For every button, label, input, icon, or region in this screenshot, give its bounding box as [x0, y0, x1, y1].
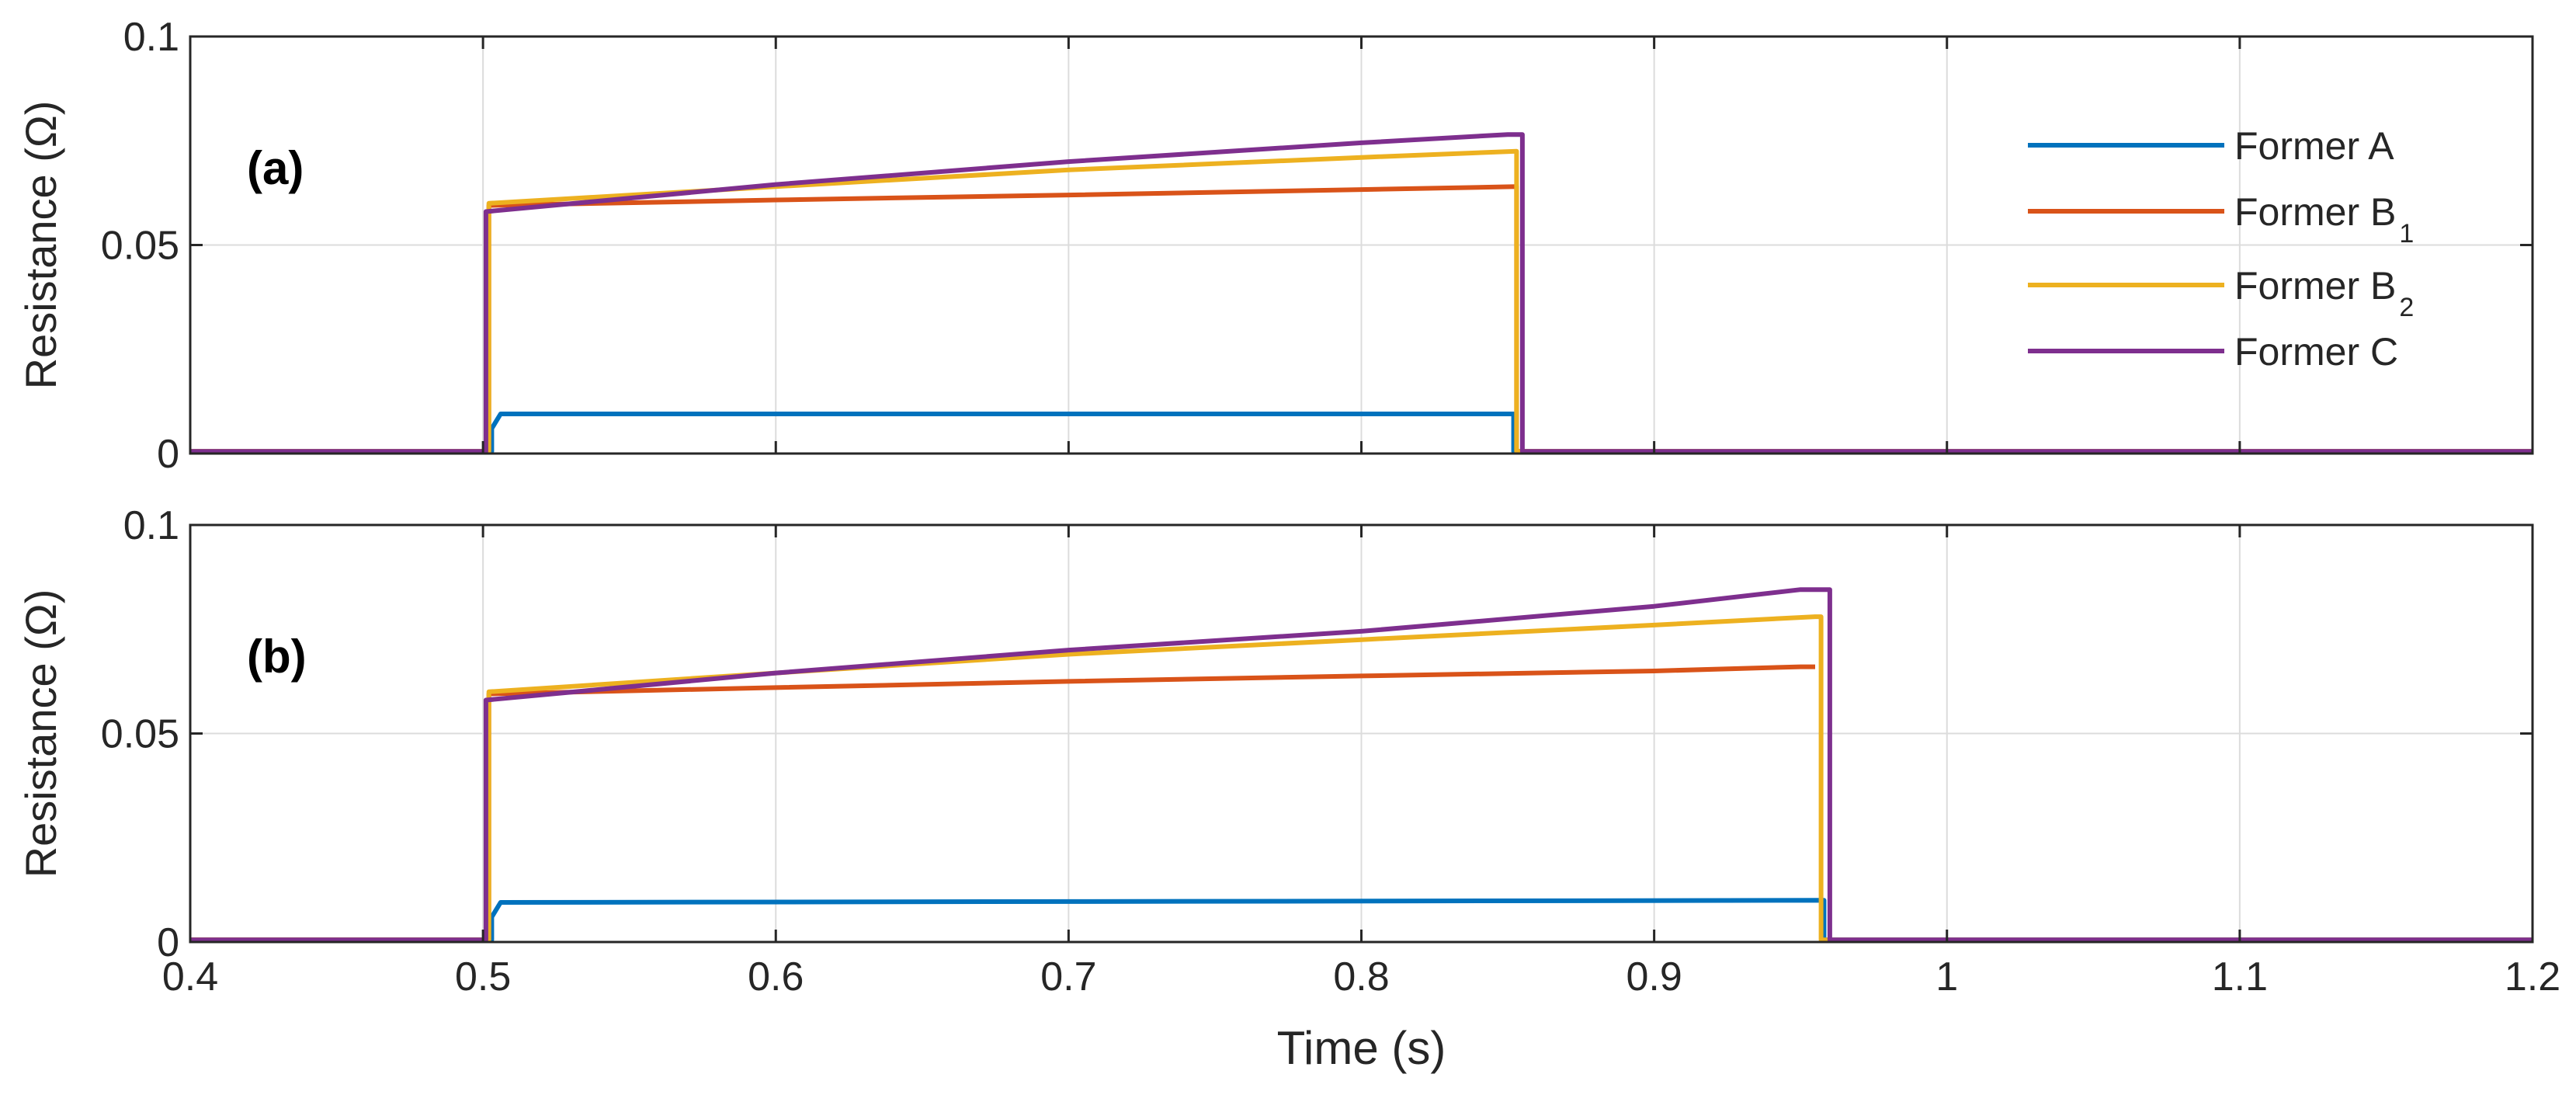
panel-b: 0.4 0.5 0.6 0.7 0.8 0.9 1 1.1 1.2 0 0.05 0.1 (b) Re… [16, 503, 2560, 1074]
x-tick-label: 0.6 [748, 954, 804, 999]
series-former-c [190, 587, 2533, 943]
x-tick-label: 0.5 [455, 954, 511, 999]
series-former-a [190, 412, 2533, 454]
panel-b-ticks: 0.4 0.5 0.6 0.7 0.8 0.9 1 1.1 1.2 0 0.05 0.1 [101, 503, 2560, 999]
panel-a-ylabel: Resistance (Ω) [16, 101, 65, 390]
panel-a: 00.050.1 (a) Resistance (Ω) Former AForm… [16, 15, 2534, 477]
legend-entry: Former A [2234, 124, 2394, 168]
x-tick-label: 0.4 [162, 954, 218, 999]
panel-a-label: (a) [247, 142, 304, 194]
panel-a-ticks: 0 0.05 0.1 [101, 15, 2534, 477]
legend-entry-subscript: 1 [2399, 219, 2414, 249]
panel-b-label: (b) [247, 631, 307, 683]
panel-a-series [190, 132, 2533, 454]
series-former-a [190, 898, 2533, 943]
x-tick-label: 1.1 [2212, 954, 2268, 999]
y-tick-label: 0.1 [123, 503, 179, 548]
x-tick-label: 0.8 [1333, 954, 1389, 999]
y-tick-label: 0 [157, 432, 179, 477]
panel-a-grid [190, 36, 2533, 454]
x-tick-label: 0.9 [1626, 954, 1682, 999]
y-tick-label: 0.05 [101, 224, 179, 269]
series-former-b2 [190, 614, 2533, 943]
legend-entry: Former C [2234, 330, 2398, 374]
y-tick-label: 0.05 [101, 712, 179, 757]
legend: Former A Former B 1 Former B 2 Former C [2028, 124, 2414, 374]
x-tick-label: 1 [1935, 954, 1958, 999]
panel-b-ylabel: Resistance (Ω) [16, 589, 65, 878]
series-former-b2 [190, 148, 2533, 454]
legend-entry-subscript: 2 [2399, 293, 2414, 322]
series-former-c [190, 132, 2533, 454]
x-axis-label: Time (s) [1277, 1022, 1446, 1074]
y-tick-label: 0 [157, 920, 179, 965]
x-tick-label: 1.2 [2505, 954, 2560, 999]
y-tick-label: 0.1 [123, 15, 179, 60]
panel-b-grid [190, 525, 2533, 942]
x-tick-label: 0.7 [1040, 954, 1096, 999]
panel-b-series [190, 587, 2533, 943]
